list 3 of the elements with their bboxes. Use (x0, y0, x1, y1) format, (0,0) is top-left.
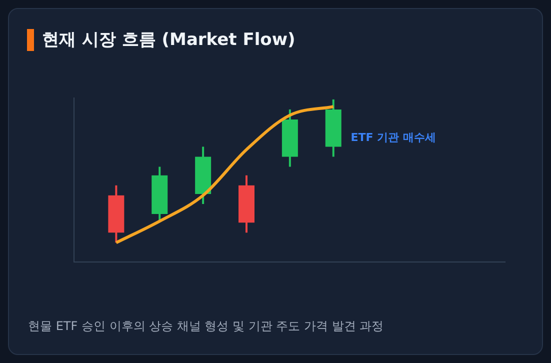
annotation: ETF 기관 매수세 (350, 130, 436, 144)
chart-title: 현재 시장 흐름 (Market Flow) (42, 29, 296, 51)
text: 현물 ETF 승인 이후의 상승 채널 형성 및 기관 주도 가격 발견 과정 (28, 318, 384, 335)
